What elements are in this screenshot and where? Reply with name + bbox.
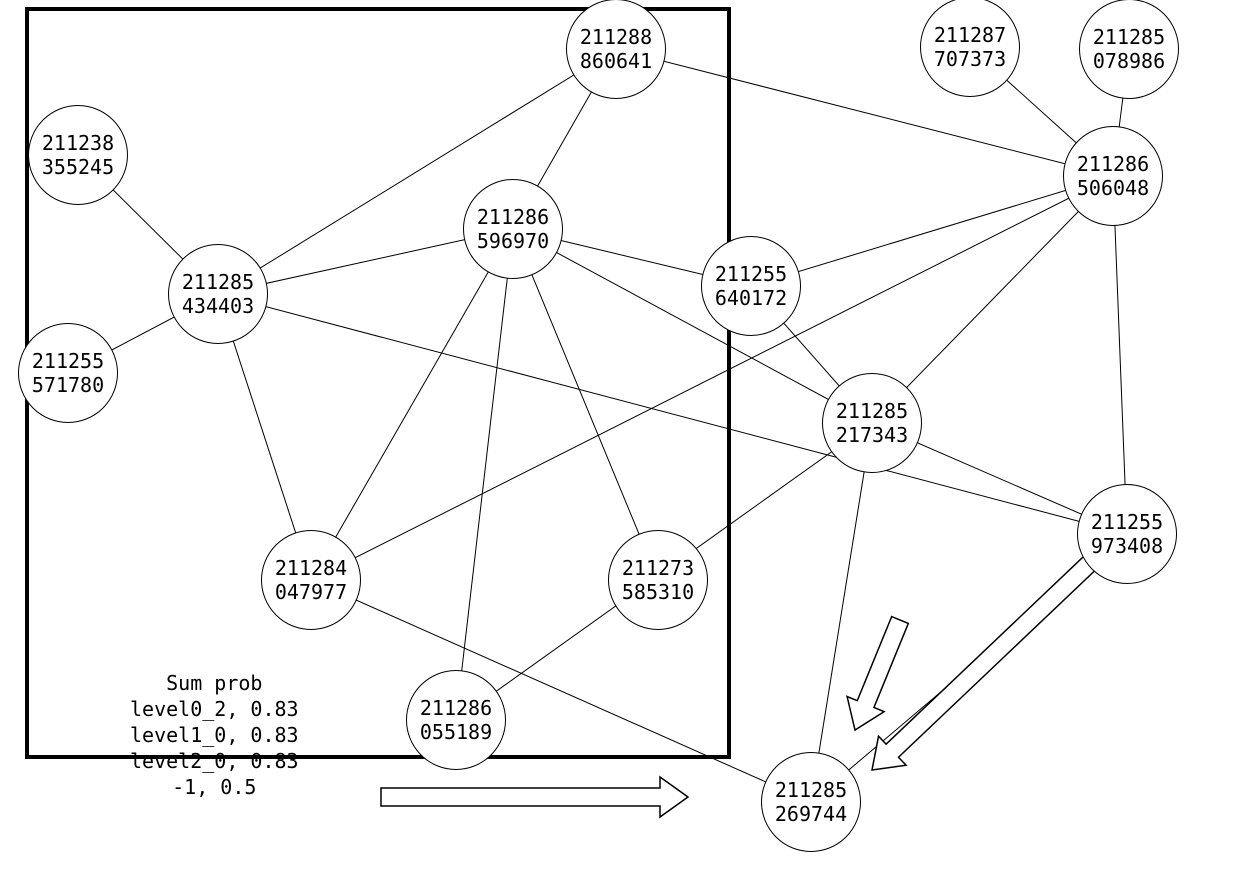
node-label-line2: 860641 xyxy=(580,49,652,73)
node-label-line2: 640172 xyxy=(715,286,787,310)
node-label-line1: 211287 xyxy=(934,23,1006,47)
node-n12: 211284047977 xyxy=(261,530,361,630)
node-label-line1: 211288 xyxy=(580,25,652,49)
node-n1: 211288860641 xyxy=(566,0,666,99)
node-label-line2: 585310 xyxy=(622,580,694,604)
node-label-line1: 211285 xyxy=(775,778,847,802)
node-label-line1: 211238 xyxy=(42,131,114,155)
node-n10: 211285217343 xyxy=(822,373,922,473)
node-n3: 211285078986 xyxy=(1079,0,1179,99)
node-label-line1: 211255 xyxy=(715,262,787,286)
node-n5: 211286506048 xyxy=(1063,126,1163,226)
node-label-line1: 211273 xyxy=(622,556,694,580)
node-label-line1: 211285 xyxy=(182,270,254,294)
arrow xyxy=(872,553,1099,770)
node-label-line2: 078986 xyxy=(1093,49,1165,73)
node-n11: 211255973408 xyxy=(1077,484,1177,584)
arrows-layer xyxy=(0,0,1239,871)
node-n14: 211286055189 xyxy=(406,670,506,770)
node-n2: 211287707373 xyxy=(920,0,1020,97)
node-label-line2: 047977 xyxy=(275,580,347,604)
node-label-line2: 596970 xyxy=(477,229,549,253)
node-label-line2: 506048 xyxy=(1077,176,1149,200)
node-n6: 211286596970 xyxy=(463,179,563,279)
node-n15: 211285269744 xyxy=(761,752,861,852)
node-n8: 211255640172 xyxy=(701,236,801,336)
node-label-line2: 269744 xyxy=(775,802,847,826)
arrow xyxy=(381,777,688,817)
arrow xyxy=(847,617,908,730)
node-label-line2: 355245 xyxy=(42,155,114,179)
node-label-line2: 217343 xyxy=(836,423,908,447)
node-label-line1: 211284 xyxy=(275,556,347,580)
node-n9: 211255571780 xyxy=(18,323,118,423)
node-label-line1: 211286 xyxy=(1077,152,1149,176)
node-label-line1: 211286 xyxy=(420,696,492,720)
node-label-line1: 211285 xyxy=(1093,25,1165,49)
node-n7: 211285434403 xyxy=(168,244,268,344)
node-label-line1: 211286 xyxy=(477,205,549,229)
node-label-line2: 571780 xyxy=(32,373,104,397)
node-label-line1: 211255 xyxy=(1091,510,1163,534)
node-label-line1: 211255 xyxy=(32,349,104,373)
node-label-line1: 211285 xyxy=(836,399,908,423)
node-label-line2: 055189 xyxy=(420,720,492,744)
node-label-line2: 707373 xyxy=(934,47,1006,71)
node-label-line2: 973408 xyxy=(1091,534,1163,558)
node-label-line2: 434403 xyxy=(182,294,254,318)
node-n4: 211238355245 xyxy=(28,105,128,205)
node-n13: 211273585310 xyxy=(608,530,708,630)
